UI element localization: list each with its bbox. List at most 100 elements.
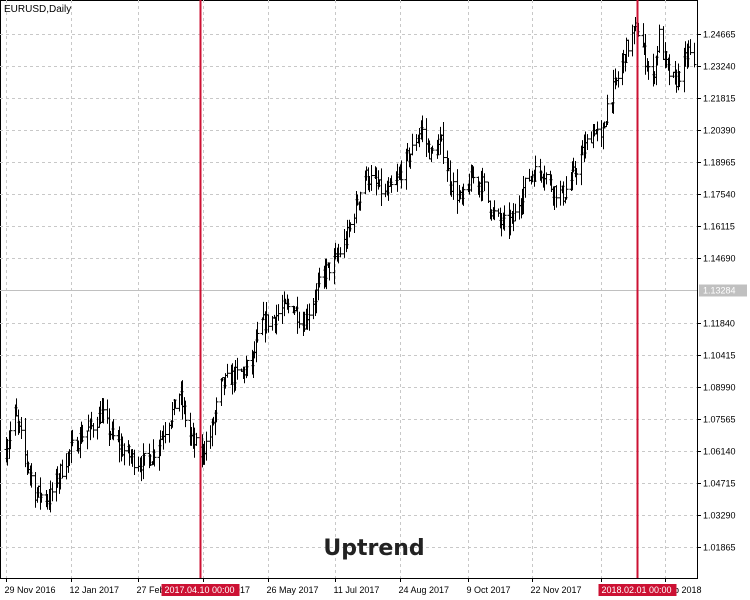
ohlc-bar — [492, 200, 497, 221]
time-tick-label: 26 May 2017 — [267, 585, 319, 595]
ohlc-bar — [107, 408, 112, 446]
ohlc-bar — [86, 414, 91, 432]
ohlc-bar — [379, 168, 384, 206]
ohlc-bar — [183, 400, 188, 428]
ohlc-bar — [661, 26, 666, 61]
ohlc-bar — [19, 416, 24, 439]
current-price-label: 1.13284 — [703, 286, 736, 296]
ohlc-bar — [451, 172, 456, 200]
ohlc-bar — [626, 39, 631, 57]
ohlc-bar — [517, 195, 522, 220]
ohlc-bar — [369, 164, 374, 191]
ohlc-bar — [80, 424, 85, 443]
ohlc-bar — [383, 183, 388, 198]
ohlc-bar — [219, 378, 224, 407]
vertical-gridlines — [6, 0, 666, 578]
ohlc-bar — [616, 71, 621, 88]
ohlc-bar — [132, 449, 137, 475]
ohlc-bar — [513, 203, 518, 222]
ohlc-bar — [420, 115, 425, 143]
uptrend-annotation: Uptrend — [323, 536, 424, 561]
ohlc-bar — [286, 298, 291, 314]
ohlc-bar — [101, 398, 106, 424]
ohlc-bar — [605, 94, 610, 126]
ohlc-bar — [142, 452, 147, 466]
time-tick-label: 12 Jan 2017 — [70, 585, 120, 595]
ohlc-bar — [95, 416, 100, 440]
ohlc-bar — [564, 176, 569, 200]
ohlc-bar — [486, 181, 491, 203]
ohlc-bar — [502, 205, 507, 231]
ohlc-bar — [527, 168, 532, 182]
ohlc-bar — [630, 24, 635, 57]
ohlc-bar — [204, 431, 209, 461]
ohlc-bar — [105, 399, 110, 424]
time-tick-label: 22 Nov 2017 — [531, 585, 582, 595]
ohlc-bar — [280, 294, 285, 325]
ohlc-bar — [441, 122, 446, 164]
price-tick-label: 1.17540 — [703, 190, 736, 200]
ohlc-bar — [410, 133, 415, 156]
ohlc-bar — [461, 183, 466, 206]
marker-end-badge: 2018.02.01 00:00 — [598, 584, 677, 596]
price-tick-label: 1.16115 — [703, 222, 735, 232]
ohlc-bar — [533, 155, 538, 182]
ohlc-bar — [33, 472, 38, 508]
ohlc-bar — [214, 397, 219, 423]
ohlc-bar — [295, 296, 300, 334]
time-tick-label: 9 Oct 2017 — [467, 585, 511, 595]
vertical-date-markers[interactable] — [199, 0, 639, 578]
ohlc-bar — [317, 267, 322, 288]
ohlc-bar — [389, 175, 394, 193]
ohlc-bar — [595, 121, 600, 142]
ohlc-bar — [91, 422, 96, 438]
ohlc-bar — [352, 213, 357, 234]
ohlc-bar — [255, 321, 260, 343]
price-tick-label: 1.14690 — [703, 254, 736, 264]
chart-title: EURUSD,Daily — [4, 4, 71, 15]
price-tick-label: 1.18965 — [703, 158, 736, 168]
ohlc-bar — [297, 311, 302, 329]
price-tick-label: 1.11840 — [703, 319, 735, 329]
plot-frame — [0, 0, 698, 579]
ohlc-bar — [60, 459, 65, 479]
horizontal-gridlines — [0, 34, 697, 548]
ohlc-bar — [235, 357, 240, 380]
ohlc-bar — [561, 181, 566, 206]
time-tick-label: Feb 2018 — [664, 585, 702, 595]
price-tick-label: 1.20390 — [703, 126, 736, 136]
price-tick-label: 1.08990 — [703, 383, 736, 393]
ohlc-bar — [471, 166, 476, 184]
ohlc-bar — [276, 304, 281, 321]
price-tick-label: 1.03290 — [703, 511, 736, 521]
ohlc-bar — [327, 262, 332, 281]
ohlc-bar — [342, 229, 347, 258]
ohlc-bar — [646, 61, 651, 80]
price-axis[interactable]: 1.24665 1.23240 1.21815 1.20390 1.18965 1.175… — [697, 30, 736, 553]
ohlc-bar — [245, 359, 250, 377]
ohlc-bar — [455, 169, 460, 214]
time-tick-label: 11 Jul 2017 — [334, 585, 380, 595]
ohlc-bar — [657, 24, 662, 53]
ohlc-bar — [39, 492, 44, 503]
price-tick-label: 1.10415 — [703, 351, 736, 361]
ohlc-bar — [122, 443, 127, 466]
ohlc-bar — [194, 432, 199, 446]
ohlc-bar — [585, 134, 590, 150]
ohlc-bar — [111, 419, 116, 441]
ohlc-bar — [70, 429, 75, 447]
marker-start-badge: 2017.04.10 00:00 — [161, 584, 240, 596]
ohlc-bar — [544, 172, 549, 185]
ohlc-bar — [358, 191, 363, 211]
ohlc-bar — [523, 177, 528, 198]
ohlc-bar — [348, 222, 353, 232]
ohlc-bar — [692, 42, 697, 68]
price-tick-label: 1.21815 — [703, 94, 736, 104]
ohlc-bar — [23, 417, 28, 468]
ohlc-bar — [338, 247, 343, 258]
ohlc-bar — [589, 131, 594, 144]
time-tick-label: 29 Nov 2016 — [5, 585, 56, 595]
